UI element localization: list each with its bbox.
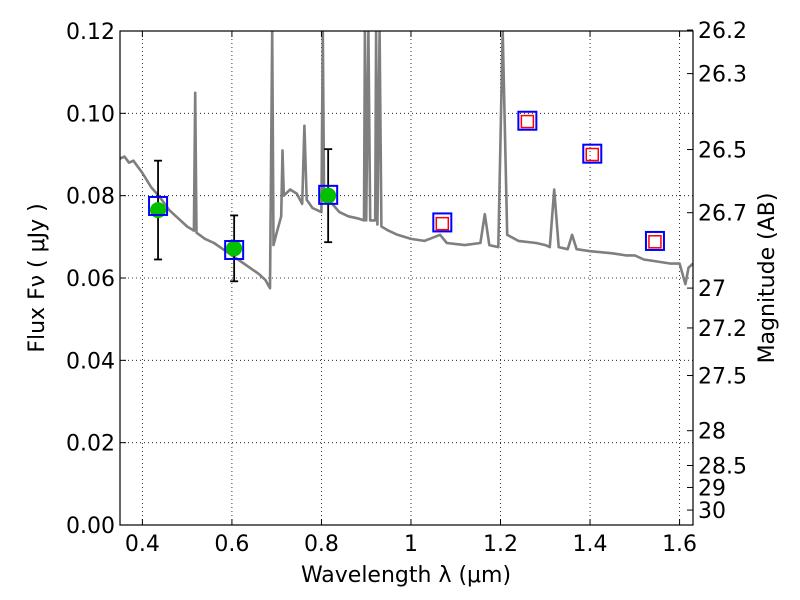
- x-tick-label: 1: [404, 532, 418, 557]
- y-tick-labels: 0.00 0.02 0.04 0.06 0.08 0.10 0.12: [66, 20, 115, 539]
- magnitude-tick-label: 27.2: [698, 317, 747, 342]
- magnitude-tick-label: 26.2: [698, 19, 747, 44]
- y-tick-label: 0.08: [66, 185, 115, 210]
- upper-limit-square: [648, 235, 662, 249]
- magnitude-tick-label: 26.7: [698, 202, 747, 227]
- y-tick-label: 0.12: [66, 20, 115, 45]
- magnitude-tick-label: 27: [698, 277, 726, 302]
- model-square: [432, 212, 453, 233]
- y-tick-label: 0.10: [66, 102, 115, 127]
- magnitude-tick-label: 27.5: [698, 365, 747, 390]
- x-tick-label: 1.4: [573, 532, 608, 557]
- magnitude-tick-label: 30: [698, 499, 726, 524]
- magnitude-axis-title: Magnitude (AB): [755, 193, 780, 364]
- x-tick-labels: 0.4 0.6 0.8 1 1.2 1.4 1.6: [125, 532, 697, 557]
- tick-marks: [120, 29, 693, 526]
- x-tick-label: 0.6: [214, 532, 249, 557]
- plot-area: [119, 29, 694, 526]
- x-tick-label: 0.4: [125, 532, 160, 557]
- model-spectrum: [120, 31, 693, 290]
- y-tick-label: 0.06: [66, 267, 115, 292]
- magnitude-tick-label: 28.5: [698, 454, 747, 479]
- upper-limit-square: [585, 147, 600, 162]
- magnitude-tick-label: 26.5: [698, 139, 747, 164]
- model-square: [224, 240, 245, 261]
- model-square: [148, 195, 169, 216]
- magnitude-tick-label: 29: [698, 476, 726, 501]
- x-tick-label: 1.2: [483, 532, 518, 557]
- upper-limit-squares: [435, 114, 662, 249]
- upper-limit-square: [435, 216, 450, 231]
- upper-limit-square: [520, 114, 535, 129]
- model-square: [318, 184, 339, 205]
- y-axis-title: Flux Fν ( μJy ): [25, 203, 50, 352]
- y-tick-label: 0.02: [66, 432, 115, 457]
- x-tick-label: 0.8: [304, 532, 339, 557]
- observed-point: [320, 187, 337, 204]
- y-tick-label: 0.04: [66, 349, 115, 374]
- magnitude-tick-label: 28: [698, 420, 726, 445]
- plot-background: [120, 31, 693, 525]
- model-square: [582, 143, 603, 164]
- model-photometry-squares: [148, 110, 665, 261]
- y-tick-label: 0.00: [66, 514, 115, 539]
- model-square: [517, 110, 538, 131]
- observed-point: [226, 240, 243, 257]
- magnitude-tick-label: 26.3: [698, 63, 747, 88]
- x-tick-label: 1.6: [662, 532, 697, 557]
- model-square: [644, 230, 665, 251]
- spectrum-line: [120, 31, 693, 290]
- x-axis-title: Wavelength λ (μm): [301, 563, 511, 588]
